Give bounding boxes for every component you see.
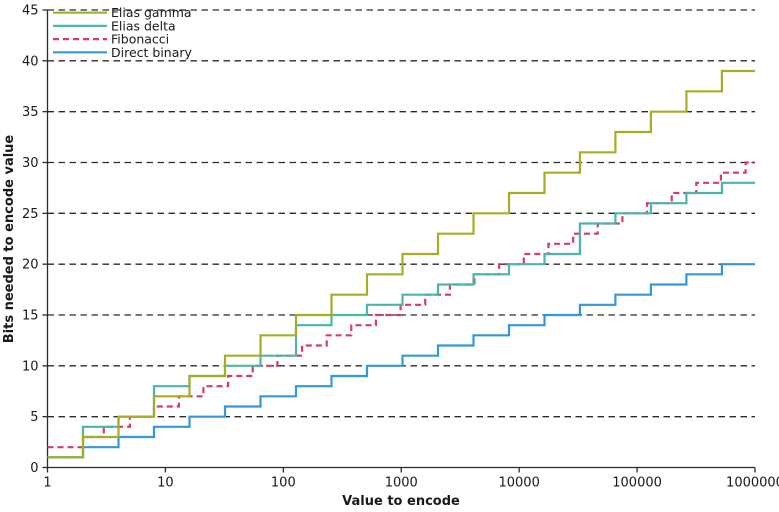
series-line-elias-gamma (47, 69, 755, 459)
y-tick-label-10: 10 (22, 359, 39, 374)
x-axis-title: Value to encode (342, 494, 460, 509)
y-axis-title: Bits needed to encode value (2, 135, 17, 344)
y-tick-label-45: 45 (22, 4, 39, 19)
y-tick-label-5: 5 (30, 410, 38, 425)
x-tick-label-100000: 100000 (612, 476, 662, 491)
legend-label-elias-gamma: Elias gamma (111, 5, 192, 20)
legend-label-elias-delta: Elias delta (111, 18, 176, 33)
series-layer (47, 69, 755, 459)
y-tick-label-40: 40 (22, 54, 39, 69)
series-line-direct-binary (47, 263, 755, 459)
y-tick-label-0: 0 (30, 461, 38, 476)
x-tick-label-1000: 1000 (385, 476, 418, 491)
y-tick-label-25: 25 (22, 207, 39, 222)
x-tick-label-10000: 10000 (498, 476, 539, 491)
series-line-elias-delta (47, 181, 755, 459)
legend-item-elias-delta: Elias delta (53, 18, 176, 33)
legend-item-fibonacci: Fibonacci (53, 32, 169, 47)
y-tick-label-35: 35 (22, 105, 39, 120)
x-tick-label-100: 100 (271, 476, 296, 491)
legend-label-fibonacci: Fibonacci (111, 32, 169, 47)
y-tick-label-15: 15 (22, 309, 39, 324)
x-tick-label-1: 1 (43, 476, 51, 491)
legend-label-direct-binary: Direct binary (111, 45, 193, 60)
axes-layer: 0 5 10 15 20 25 30 35 40 45 1 10 100 1000 10000 100000 1… (22, 4, 779, 491)
y-tick-label-30: 30 (22, 156, 39, 171)
y-tick-label-20: 20 (22, 258, 39, 273)
legend-item-direct-binary: Direct binary (53, 45, 193, 60)
x-tick-label-1000000: 1000000 (726, 476, 779, 491)
x-tick-label-10: 10 (157, 476, 174, 491)
legend-item-elias-gamma: Elias gamma (53, 5, 192, 20)
